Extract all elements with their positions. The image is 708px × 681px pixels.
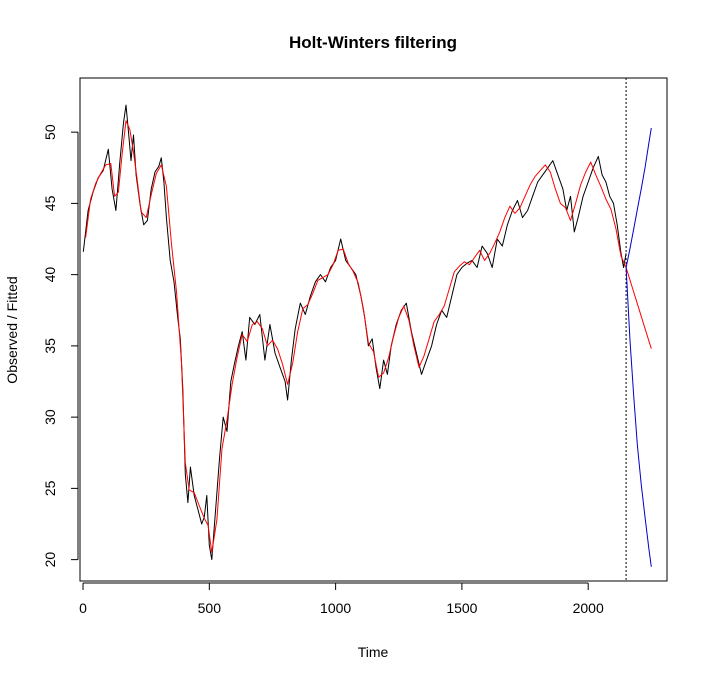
- y-tick-label: 20: [42, 552, 58, 568]
- x-axis-label: Time: [358, 644, 389, 660]
- chart-title: Holt-Winters filtering: [289, 33, 457, 52]
- x-tick-label: 2000: [573, 600, 604, 616]
- y-tick-label: 25: [42, 480, 58, 496]
- series-fitted: [85, 120, 627, 553]
- series-observed: [82, 104, 627, 561]
- x-tick-label: 0: [79, 600, 87, 616]
- x-tick-label: 1000: [320, 600, 351, 616]
- y-tick-label: 40: [42, 267, 58, 283]
- x-axis: 0 500 1000 1500 2000: [79, 582, 604, 616]
- y-tick-label: 35: [42, 338, 58, 354]
- y-axis: 20 25 30 35 40 45 50: [42, 124, 79, 568]
- y-tick-label: 30: [42, 409, 58, 425]
- series-forecast: [625, 267, 652, 349]
- plot-area: [79, 77, 668, 582]
- series-upper-bound: [625, 127, 652, 268]
- y-tick-label: 50: [42, 124, 58, 140]
- y-tick-label: 45: [42, 195, 58, 211]
- y-axis-label: Observed / Fitted: [4, 276, 20, 383]
- series-lower-bound: [625, 267, 652, 567]
- plot-frame: [79, 77, 668, 582]
- x-tick-label: 1500: [446, 600, 477, 616]
- x-tick-label: 500: [198, 600, 222, 616]
